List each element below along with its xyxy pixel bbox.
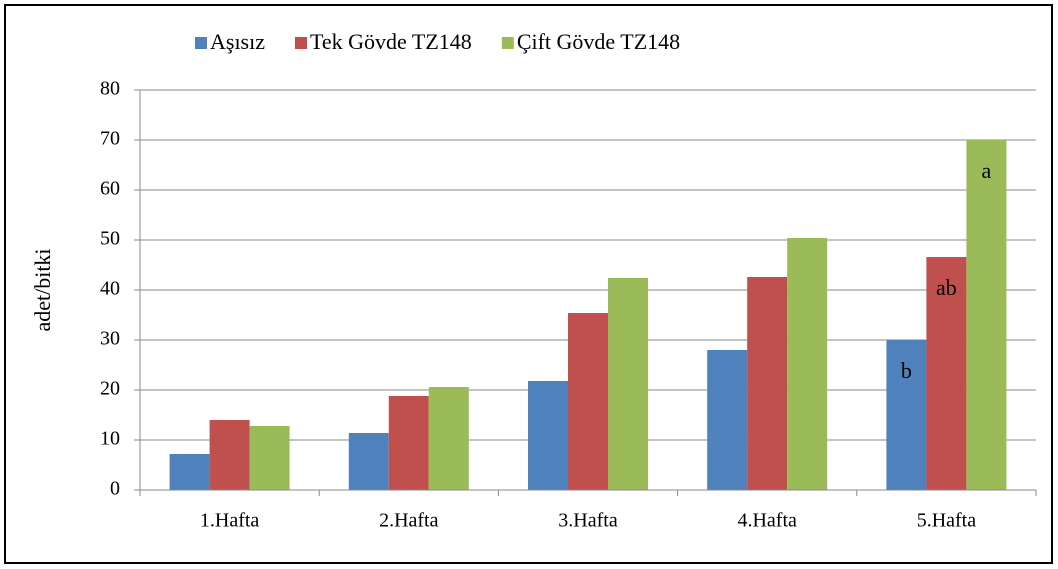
legend-label: Tek Gövde TZ148 <box>310 29 472 54</box>
legend-swatch <box>195 37 207 49</box>
bar <box>568 313 608 490</box>
bar <box>886 340 927 490</box>
y-tick-label: 80 <box>100 78 120 100</box>
bar <box>388 396 429 490</box>
bar <box>428 387 469 490</box>
legend-swatch <box>295 37 307 49</box>
y-tick-label: 30 <box>100 328 120 350</box>
legend-label: Aşısız <box>210 29 265 54</box>
bar <box>169 454 210 490</box>
bar <box>249 426 290 490</box>
y-tick-label: 10 <box>100 428 120 450</box>
bar <box>966 140 1007 490</box>
annotation: a <box>982 158 992 183</box>
bar <box>787 238 828 490</box>
x-tick-label: 2.Hafta <box>379 510 439 532</box>
legend-swatch <box>501 37 514 49</box>
y-tick-label: 50 <box>100 228 120 250</box>
x-tick-label: 4.Hafta <box>737 510 797 532</box>
annotation: b <box>901 358 912 383</box>
x-tick-label: 3.Hafta <box>558 510 618 532</box>
bar <box>528 381 568 490</box>
y-tick-label: 70 <box>100 128 120 150</box>
y-tick-label: 0 <box>110 478 120 500</box>
y-axis-label: adet/bitki <box>30 248 55 331</box>
x-tick-label: 5.Hafta <box>917 510 977 532</box>
bar <box>348 433 389 490</box>
y-tick-label: 60 <box>100 178 120 200</box>
annotation: ab <box>936 275 957 300</box>
bar <box>747 277 788 490</box>
bar <box>209 420 250 490</box>
bar <box>926 257 967 490</box>
x-tick-label: 1.Hafta <box>200 510 260 532</box>
bar <box>608 278 648 490</box>
y-tick-label: 20 <box>100 378 120 400</box>
y-tick-label: 40 <box>100 278 120 300</box>
legend-label: Çift Gövde TZ148 <box>517 29 680 54</box>
bar <box>707 350 748 490</box>
